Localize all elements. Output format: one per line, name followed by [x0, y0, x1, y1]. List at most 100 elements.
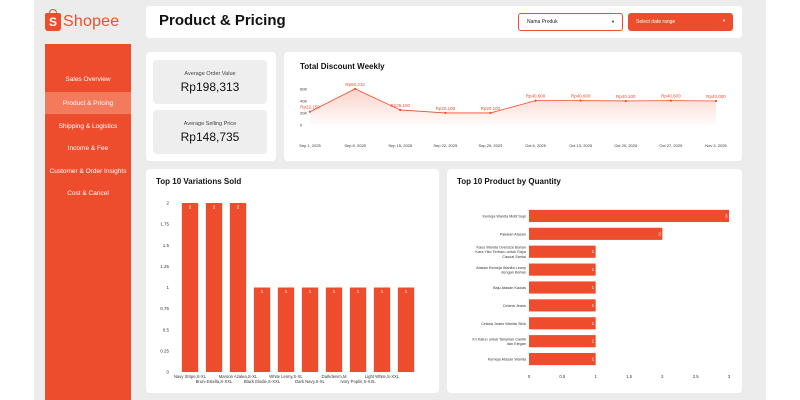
- y-tick-label: Kara Yiko Terbaru untuk Gaya: [475, 250, 526, 254]
- x-tick-label: Sep 15, 2025: [388, 143, 413, 148]
- product-bar: [529, 317, 596, 330]
- x-tick-label: Dark Navy,S-XL: [295, 379, 325, 384]
- variation-bar: [205, 203, 223, 372]
- x-tick-label: 1.5: [626, 374, 632, 379]
- variation-bar: [181, 203, 199, 372]
- y-tick-label: 0.75: [160, 306, 169, 311]
- discount-data-label: Rp20,100: [436, 106, 456, 111]
- y-tick-label: 0.25: [160, 348, 169, 353]
- y-tick-label: Kemeja Atasan Wanita: [488, 358, 527, 362]
- discount-point: [444, 111, 447, 115]
- discount-line-chart: 0 20K 40K 60K Rp22,150 Rp60,210 Rp25,100 Rp20,1…: [299, 82, 727, 148]
- avg-order-value-tile: Average Order Value Rp198,313: [153, 60, 267, 104]
- variation-bar-label: 1: [261, 289, 264, 294]
- sidebar-item-shipping-logistics[interactable]: Shipping & Logistics: [58, 122, 118, 130]
- product-bar: [529, 263, 596, 276]
- discount-data-label: Rp40,000: [706, 94, 726, 99]
- avg-selling-price-tile: Average Selling Price Rp148,735: [153, 110, 267, 154]
- y-tick-label: Casual Santai: [502, 255, 526, 259]
- product-bar-label: 1: [592, 339, 595, 344]
- avg-selling-price-label: Average Selling Price: [183, 121, 237, 127]
- discount-point: [714, 99, 718, 103]
- chevron-down-icon: ▼: [722, 18, 726, 23]
- variation-bar-label: 1: [405, 289, 408, 294]
- brand-name: Shopee: [63, 13, 120, 30]
- x-tick-label: Maroon Azalea,S-XL: [219, 374, 258, 379]
- y-tick-label: 0.5: [163, 327, 170, 332]
- sidebar-item-product-pricing[interactable]: Product & Pricing: [45, 92, 131, 114]
- sidebar-item-income-fee[interactable]: Income & Fee: [67, 144, 109, 152]
- y-tick-label: 60K: [300, 87, 307, 92]
- discount-data-label: Rp25,100: [390, 103, 410, 108]
- product-bar: [529, 209, 729, 223]
- y-tick-label: Kaos Wanita Oversize Bahan: [477, 246, 526, 250]
- shopee-bag-icon: S: [45, 9, 61, 31]
- product-filter-label: Nama Produk: [527, 19, 558, 25]
- sidebar: Sales Overview Product & Pricing Shippin…: [45, 44, 131, 400]
- x-tick-label: Sep 22, 2025: [433, 143, 458, 148]
- y-tick-label: 0: [300, 123, 303, 128]
- x-tick-label: Oct 13, 2025: [569, 143, 593, 148]
- y-tick-label: 1.25: [160, 264, 169, 269]
- variation-bar-label: 2: [189, 205, 192, 210]
- variation-bar: [397, 287, 415, 372]
- discount-data-label: Rp40,600: [571, 94, 591, 99]
- shopee-logo[interactable]: S Shopee: [45, 6, 130, 38]
- product-filter-dropdown[interactable]: Nama Produk ▼: [518, 13, 623, 31]
- variation-bar-label: 1: [333, 289, 336, 294]
- variation-bar-label: 1: [309, 289, 312, 294]
- y-tick-label: Celana Jeans: [503, 304, 526, 308]
- product-bar-label: 1: [592, 249, 595, 254]
- x-tick-label: Sep 29, 2025: [479, 143, 504, 148]
- x-tick-label: White Leony,S-XL: [269, 374, 303, 379]
- product-quantity-card: Top 10 Product by Quantity 3 Kemeja Wanit…: [447, 169, 742, 393]
- discount-point: [624, 99, 627, 103]
- x-tick-label: Sep 8, 2025: [344, 143, 366, 148]
- avg-order-value-label: Average Order Value: [184, 71, 236, 77]
- x-tick-label: Oct 6, 2025: [525, 143, 546, 148]
- y-tick-label: 1.5: [163, 243, 170, 248]
- date-range-label: Select date range: [636, 19, 676, 25]
- discount-data-label: Rp40,600: [661, 94, 681, 99]
- x-tick-label: 3: [728, 374, 731, 379]
- avg-selling-price: Rp148,735: [180, 130, 240, 144]
- y-tick-label: 1.75: [160, 222, 169, 227]
- y-tick-label: dengan Bahan: [501, 270, 526, 274]
- product-bar-label: 2: [658, 231, 661, 236]
- date-range-dropdown[interactable]: Select date range ▼: [628, 13, 733, 31]
- variations-bar-chart: 0 0.25 0.5 0.75 1 1.25 1.5 1.75 2 2 Navy Stripe,S-…: [160, 201, 415, 384]
- sidebar-item-customer-order-insights[interactable]: Customer & Order Insights: [49, 167, 127, 175]
- x-tick-label: Light White,S-XXL: [365, 374, 400, 379]
- variations-chart-title: Top 10 Variations Sold: [156, 177, 242, 186]
- variation-bar-label: 1: [285, 289, 288, 294]
- variation-bar-label: 2: [213, 205, 216, 210]
- discount-point: [534, 99, 537, 102]
- product-bar-label: 1: [592, 357, 595, 362]
- discount-point: [669, 99, 672, 102]
- discount-series-line: [309, 88, 717, 114]
- variation-bar: [373, 287, 391, 372]
- discount-data-label: Rp40,100: [616, 94, 636, 99]
- product-bar-label: 1: [592, 303, 595, 308]
- y-tick-label: dan Elegan: [507, 342, 526, 346]
- x-tick-label: Black Elodie,S-XXL: [244, 379, 281, 384]
- variation-bar: [253, 287, 271, 372]
- y-tick-label: 20K: [300, 111, 307, 116]
- y-tick-label: 1: [166, 285, 169, 290]
- x-tick-label: Oct 27, 2025: [659, 143, 683, 148]
- y-tick-label: Pakaian Atasan: [500, 232, 526, 236]
- x-tick-label: 2.5: [693, 374, 699, 379]
- variations-card: Top 10 Variations Sold 0 0.25 0.5 0.75 1 1.25…: [146, 169, 439, 393]
- sidebar-item-sales-overview[interactable]: Sales Overview: [65, 75, 111, 83]
- kpi-card: Average Order Value Rp198,313 Average Se…: [146, 52, 276, 161]
- product-bar-label: 1: [592, 267, 595, 272]
- product-bar-label: 3: [725, 213, 728, 218]
- y-tick-label: 40K: [300, 99, 307, 104]
- product-bar: [529, 227, 663, 240]
- x-tick-label: Nov 3, 2025: [705, 143, 727, 148]
- page-title: Product & Pricing: [159, 12, 286, 29]
- variation-bar: [277, 287, 295, 372]
- x-tick-label: Bruni Estella,S-XXL: [196, 379, 233, 384]
- variation-bar: [325, 287, 343, 372]
- sidebar-item-cost-cancel[interactable]: Cost & Cancel: [67, 189, 109, 197]
